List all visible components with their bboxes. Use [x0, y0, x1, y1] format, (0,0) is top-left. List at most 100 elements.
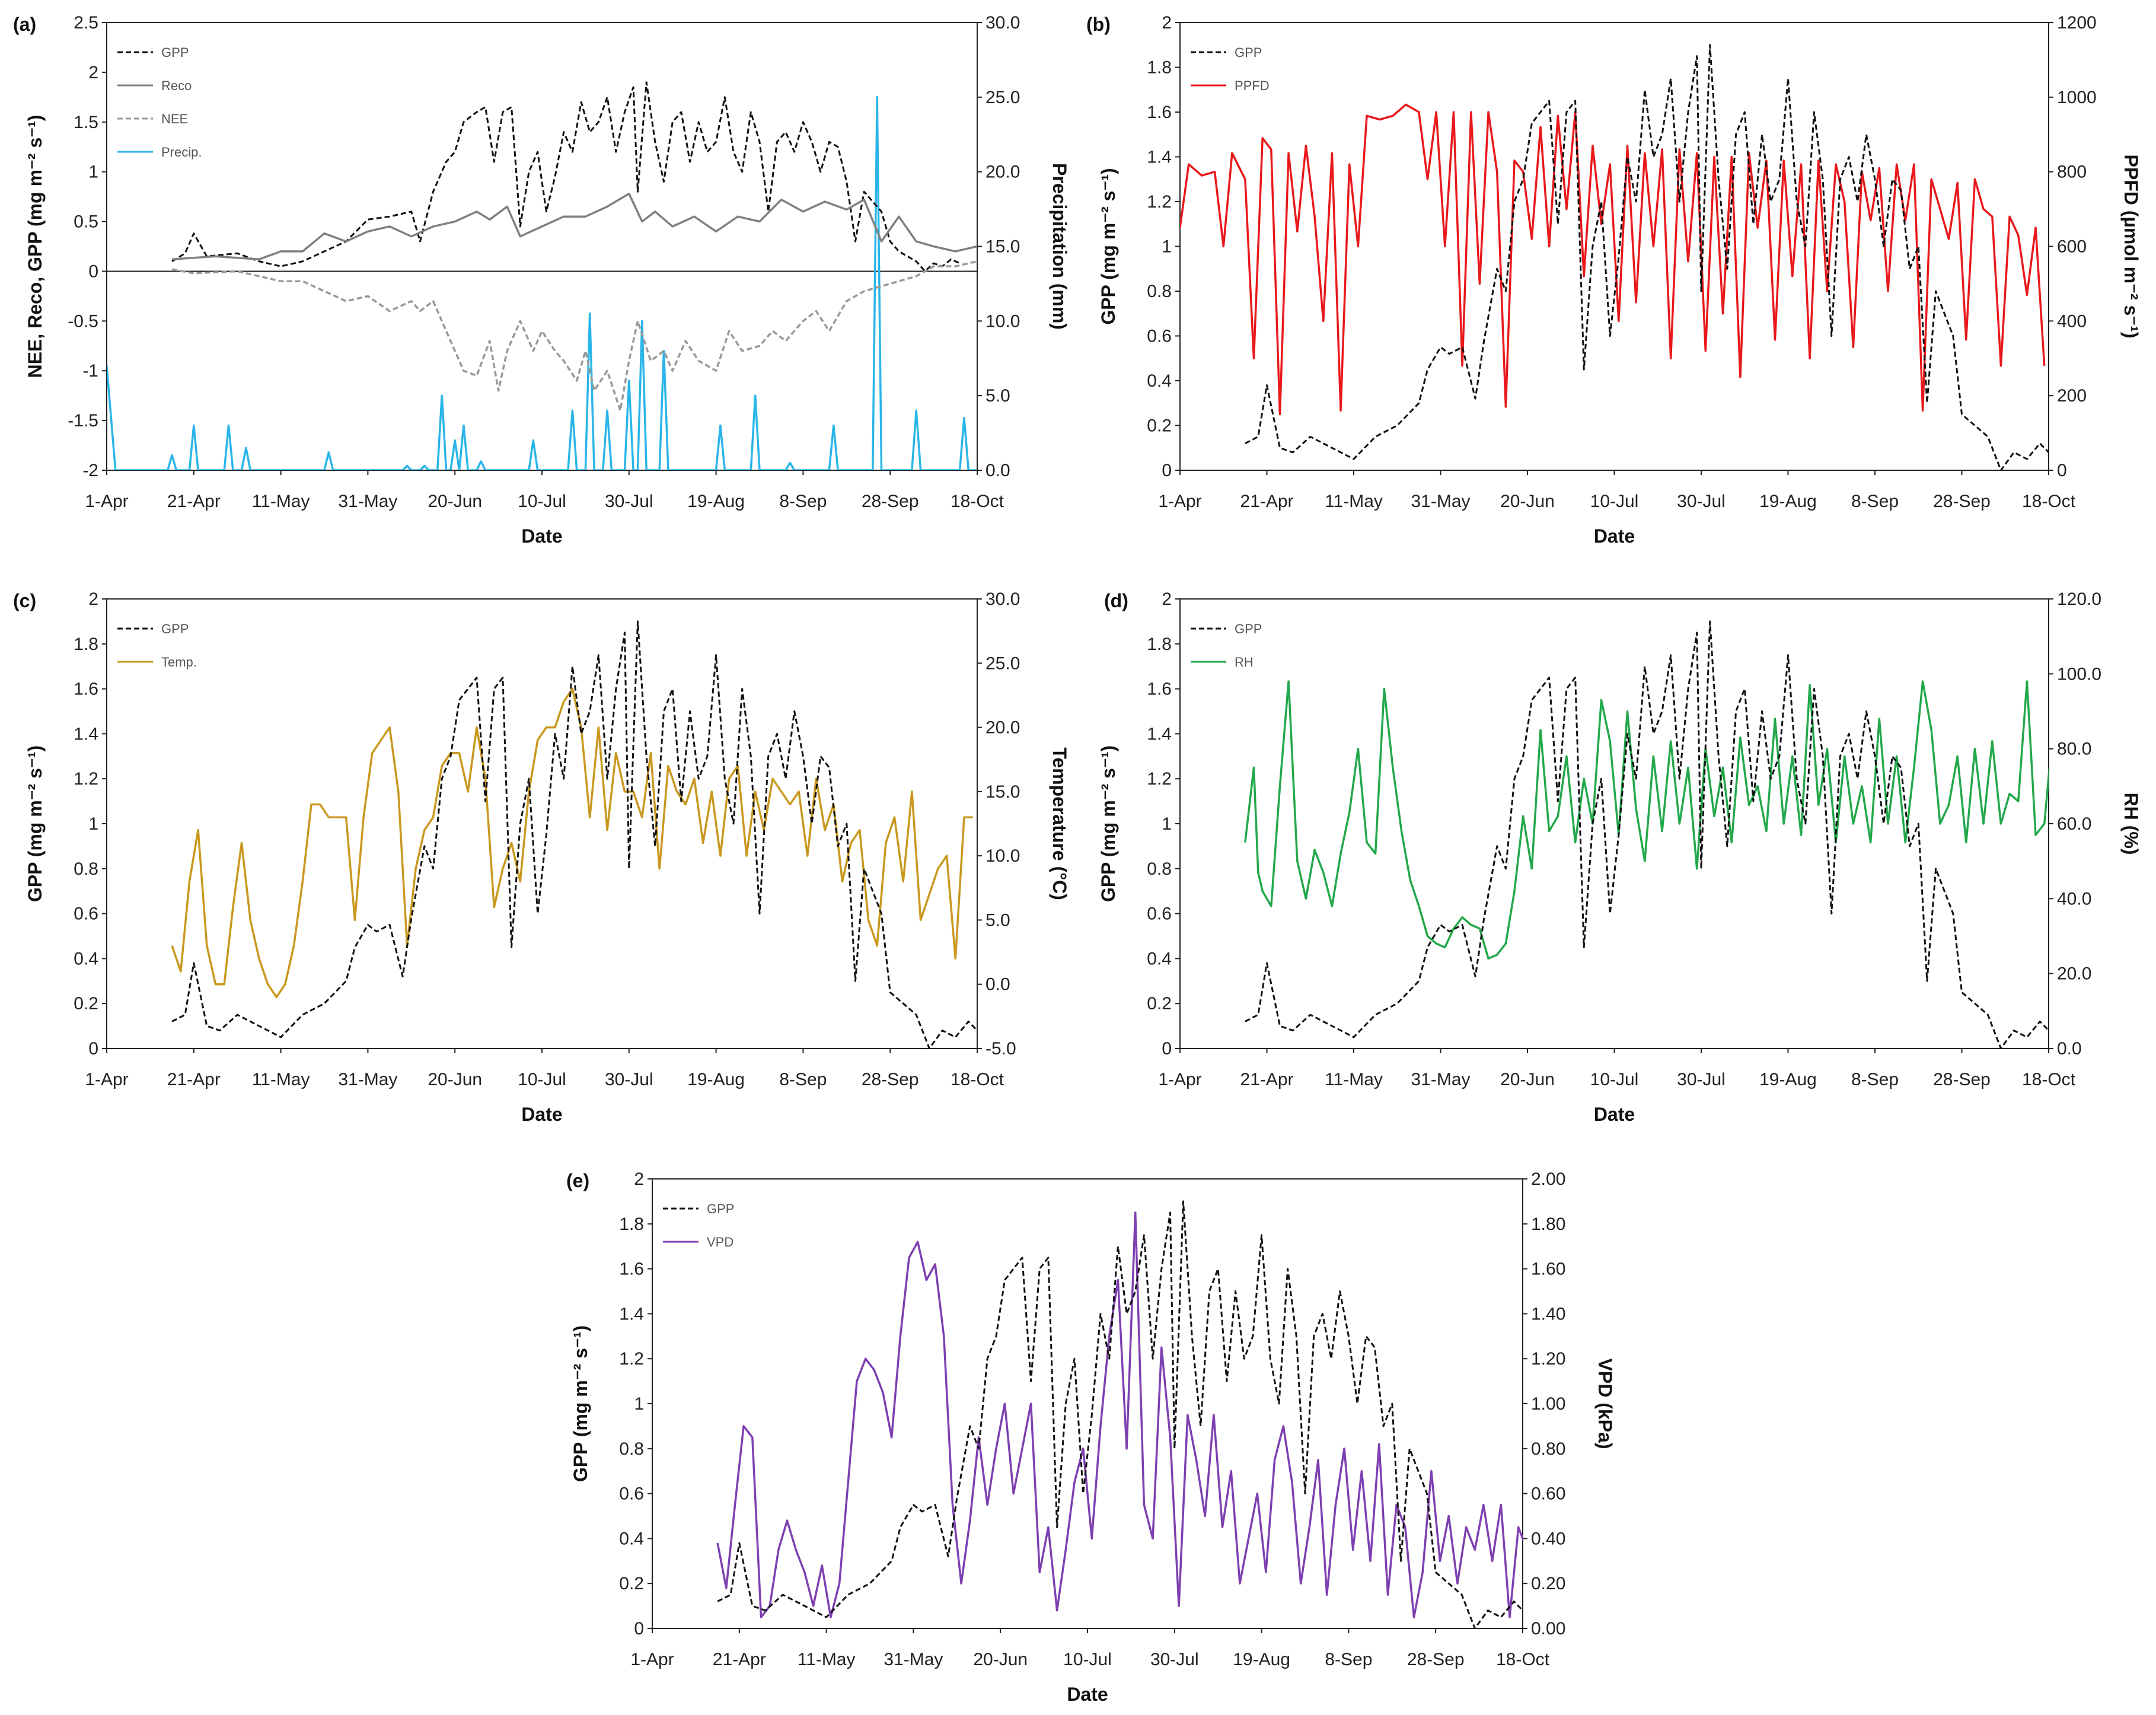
y-left-tick-label: 2 [88, 63, 98, 82]
y-right-axis-title: PPFD (µmol m⁻² s⁻¹) [2120, 155, 2142, 339]
y-right-tick-label: 5.0 [985, 910, 1010, 930]
series-line-gpp [171, 81, 961, 272]
y-left-tick-label: 1.6 [1147, 103, 1172, 122]
x-tick-label: 18-Oct [2022, 492, 2076, 511]
y-right-tick-label: 0.0 [2057, 1039, 2082, 1059]
panel-label: (a) [13, 14, 36, 35]
legend-label: GPP [161, 45, 189, 60]
x-tick-label: 30-Jul [1150, 1650, 1199, 1669]
y-right-tick-label: 30.0 [985, 589, 1020, 609]
chart-panel-3: (d)00.20.40.60.811.21.41.61.820.020.040.… [1098, 589, 2142, 1125]
x-tick-label: 11-May [798, 1650, 856, 1669]
x-tick-label: 28-Sep [1933, 1070, 1991, 1089]
y-left-tick-label: 1.6 [74, 680, 98, 699]
x-tick-label: 19-Aug [1233, 1650, 1290, 1669]
y-left-tick-label: 1.2 [74, 769, 98, 789]
y-left-tick-label: 1.6 [619, 1260, 644, 1279]
y-left-tick-label: 0.8 [619, 1439, 644, 1459]
x-tick-label: 1-Apr [1158, 1070, 1201, 1089]
y-right-axis-title: Temperature (°C) [1049, 747, 1070, 900]
y-left-tick-label: 2.5 [74, 13, 98, 33]
y-right-tick-label: 800 [2057, 162, 2087, 182]
y-right-tick-label: 20.0 [985, 162, 1020, 182]
x-tick-label: 20-Jun [428, 1070, 482, 1089]
y-left-tick-label: 0.2 [619, 1574, 644, 1593]
x-tick-label: 21-Apr [167, 492, 221, 511]
x-tick-label: 8-Sep [779, 1070, 827, 1089]
chart-panel-4: (e) 0 0.2 0.4 0.6 0.8 1 1.2 1.4 1.6 1.8 2 0.00 0.20 0.… [566, 1169, 1616, 1705]
series-line-gpp [717, 1200, 1523, 1628]
series-line-reco [171, 192, 977, 261]
y-left-tick-label: 1.6 [1147, 680, 1172, 699]
y-left-tick-label: 0.6 [1147, 327, 1172, 346]
x-tick-label: 8-Sep [779, 492, 827, 511]
y-left-tick-label: 1.8 [1147, 635, 1172, 654]
x-tick-label: 8-Sep [1851, 1070, 1899, 1089]
y-left-axis-title: GPP (mg m⁻² s⁻¹) [1098, 168, 1119, 324]
y-right-tick-label: 1.60 [1531, 1260, 1565, 1279]
x-tick-label: 11-May [1325, 1070, 1383, 1089]
y-left-tick-label: 0 [634, 1619, 644, 1639]
y-left-axis-title: GPP (mg m⁻² s⁻¹) [24, 745, 46, 902]
x-axis-title: Date [1594, 1104, 1635, 1125]
x-tick-label: 31-May [1411, 1070, 1470, 1089]
y-right-axis-title: RH (%) [2120, 793, 2142, 855]
series-line-rh [1244, 680, 2049, 960]
legend-label: GPP [1235, 45, 1262, 60]
y-left-tick-label: -2 [82, 461, 98, 480]
y-left-tick-label: 0.6 [619, 1484, 644, 1504]
legend-label: Temp. [161, 655, 197, 670]
y-right-tick-label: 5.0 [985, 386, 1010, 406]
x-tick-label: 21-Apr [1240, 492, 1293, 511]
y-right-tick-label: 20.0 [985, 718, 1020, 738]
y-left-tick-label: 1.4 [74, 724, 98, 744]
series-line-gpp [1245, 44, 2049, 470]
x-axis-title: Date [521, 525, 562, 547]
y-left-tick-label: 1 [88, 162, 98, 182]
y-left-tick-label: 0.6 [74, 904, 98, 924]
y-right-tick-label: 10.0 [985, 846, 1020, 866]
chart-panel-2: (c) 0 0.2 0.4 0.6 0.8 1 1.2 1.4 1.6 1.8 2 -5.0 0.0 5.0… [13, 589, 1070, 1125]
y-right-tick-label: 1.20 [1531, 1349, 1565, 1369]
y-left-tick-label: 0 [1162, 461, 1172, 480]
y-right-tick-label: 25.0 [985, 88, 1020, 107]
x-tick-label: 18-Oct [951, 492, 1004, 511]
x-tick-label: 1-Apr [85, 1070, 128, 1089]
x-tick-label: 28-Sep [862, 492, 919, 511]
x-tick-label: 10-Jul [518, 1070, 566, 1089]
x-tick-label: 11-May [1325, 492, 1383, 511]
y-left-tick-label: 0.8 [74, 859, 98, 879]
y-right-axis-title: Precipitation (mm) [1049, 163, 1070, 330]
y-right-axis-title: VPD (kPa) [1594, 1359, 1616, 1449]
x-tick-label: 19-Aug [687, 1070, 745, 1089]
x-tick-label: 31-May [338, 492, 397, 511]
x-tick-label: 30-Jul [605, 1070, 653, 1089]
y-right-tick-label: 10.0 [985, 311, 1020, 331]
x-tick-label: 11-May [252, 1070, 310, 1089]
y-left-tick-label: 1.8 [1147, 58, 1172, 78]
y-left-tick-label: 0.4 [1147, 371, 1172, 391]
y-left-axis-title: NEE, Reco, GPP (mg m⁻² s⁻¹) [24, 115, 46, 378]
legend-label: Precip. [161, 145, 202, 160]
y-left-tick-label: 1 [634, 1394, 644, 1414]
y-left-axis-title: GPP (mg m⁻² s⁻¹) [1098, 745, 1119, 902]
y-right-tick-label: 0.0 [985, 461, 1010, 480]
x-tick-label: 10-Jul [1590, 492, 1639, 511]
x-tick-label: 19-Aug [1759, 492, 1817, 511]
y-left-tick-label: 0.5 [74, 212, 98, 232]
x-tick-label: 10-Jul [1063, 1650, 1112, 1669]
series-line-temp [171, 687, 973, 999]
y-left-tick-label: 0.4 [1147, 949, 1172, 968]
y-left-tick-label: 1.4 [619, 1304, 644, 1324]
x-tick-label: 28-Sep [1407, 1650, 1465, 1669]
x-tick-label: 20-Jun [428, 492, 482, 511]
y-left-tick-label: 0 [88, 262, 98, 281]
y-right-tick-label: 15.0 [985, 782, 1020, 802]
y-left-tick-label: 0.2 [74, 994, 98, 1013]
series-line-gpp [1245, 620, 2049, 1048]
y-left-tick-label: 2 [1162, 13, 1172, 33]
y-left-tick-label: 0 [1162, 1039, 1172, 1059]
x-tick-label: 30-Jul [1677, 492, 1726, 511]
x-axis-title: Date [521, 1104, 562, 1125]
panel-label: (b) [1086, 14, 1111, 35]
